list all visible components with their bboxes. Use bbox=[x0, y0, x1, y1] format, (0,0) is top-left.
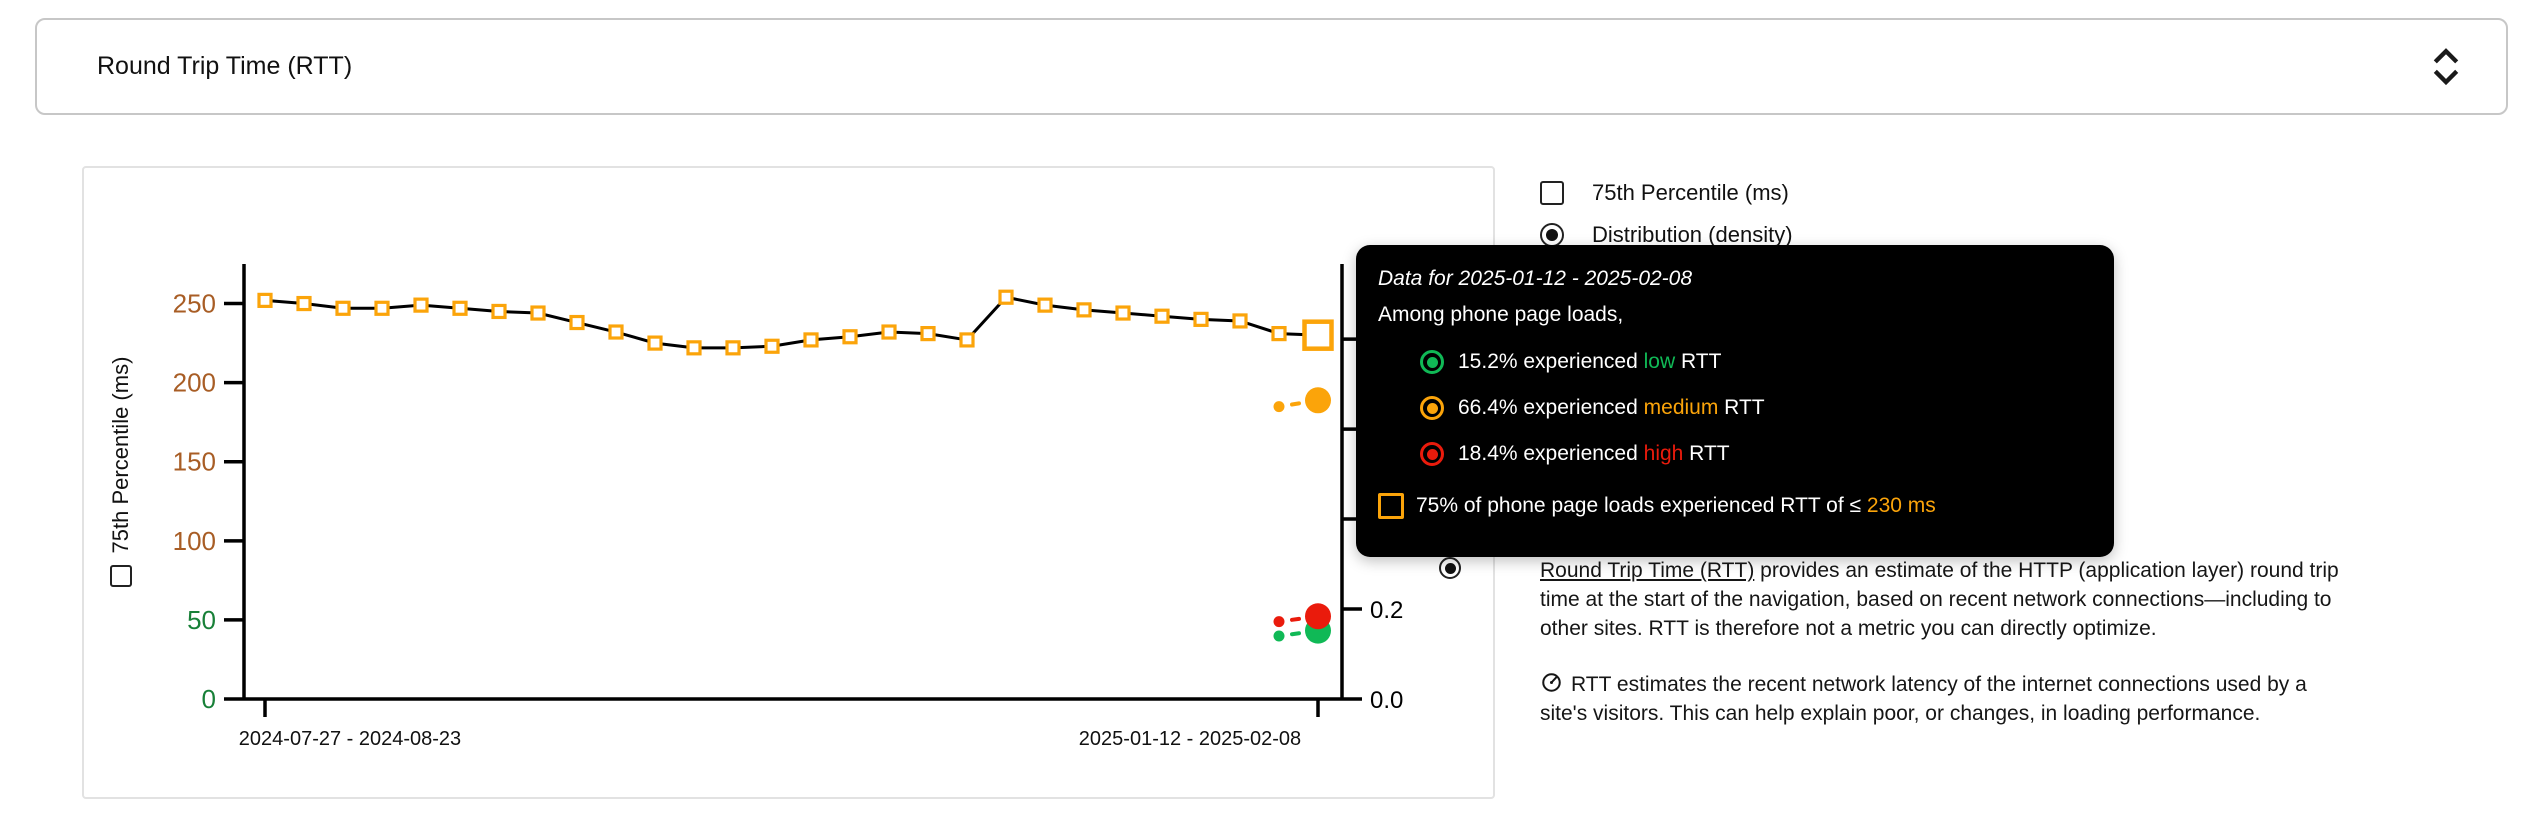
rtt-point-marker[interactable] bbox=[530, 305, 546, 321]
rtt-point-marker[interactable] bbox=[803, 332, 819, 348]
description-paragraph-1-text: provides an estimate of the HTTP (applic… bbox=[1540, 559, 2339, 640]
rtt-point-marker[interactable] bbox=[1154, 308, 1170, 324]
rtt-point-marker[interactable] bbox=[491, 303, 507, 320]
rtt-point-marker[interactable] bbox=[608, 324, 624, 340]
rtt-point-marker[interactable] bbox=[257, 292, 273, 308]
rtt-point-marker[interactable] bbox=[452, 300, 468, 316]
radio-icon[interactable] bbox=[1540, 223, 1564, 247]
legend-label: Distribution (density) bbox=[1592, 222, 1793, 247]
checkbox-icon bbox=[110, 565, 132, 588]
y-axis-left-tick-label: 0 bbox=[202, 684, 216, 714]
rtt-point-marker[interactable] bbox=[725, 340, 741, 356]
low-density-dot-icon bbox=[1420, 350, 1444, 374]
chart-card: 0501001502002500.00.20.40.60.82024-07-27… bbox=[82, 166, 1495, 799]
tooltip-title: Data for 2025-01-12 - 2025-02-08 bbox=[1378, 267, 1693, 290]
rtt-point-marker[interactable] bbox=[686, 340, 702, 356]
density-dot-medium-current[interactable] bbox=[1305, 387, 1331, 414]
rtt-point-marker[interactable] bbox=[296, 295, 312, 312]
tooltip-row-text: 18.4% experienced high RTT bbox=[1458, 442, 1730, 465]
gauge-icon bbox=[1542, 673, 1561, 692]
description-paragraph-2: RTT estimates the recent network latency… bbox=[1540, 670, 2355, 728]
rtt-point-marker[interactable] bbox=[374, 300, 390, 316]
legend: 75th Percentile (ms) Distribution (densi… bbox=[1540, 172, 1793, 256]
density-connector-high bbox=[1290, 616, 1301, 622]
radio-icon bbox=[1439, 557, 1461, 580]
y-axis-left-tick-label: 100 bbox=[173, 526, 216, 556]
rtt-point-marker[interactable] bbox=[998, 289, 1014, 305]
percentile-square-icon bbox=[1378, 493, 1404, 519]
rtt-point-marker[interactable] bbox=[647, 335, 663, 351]
checkbox-icon[interactable] bbox=[1540, 181, 1564, 205]
rtt-point-marker[interactable] bbox=[1037, 297, 1053, 313]
y-axis-title-left: 75th Percentile (ms) bbox=[100, 322, 142, 622]
unfold-more-icon bbox=[2433, 47, 2459, 85]
legend-label: 75th Percentile (ms) bbox=[1592, 180, 1789, 205]
y-axis-title-left-label: 75th Percentile (ms) bbox=[108, 356, 133, 554]
density-dot-low-previous[interactable] bbox=[1273, 630, 1285, 642]
metric-selector-value: Round Trip Time (RTT) bbox=[97, 52, 353, 80]
rtt-point-marker[interactable] bbox=[413, 297, 429, 313]
metric-selector[interactable]: Round Trip Time (RTT) bbox=[35, 18, 2508, 115]
rtt-point-marker[interactable] bbox=[959, 332, 975, 348]
rtt-chart[interactable]: 0501001502002500.00.20.40.60.82024-07-27… bbox=[84, 168, 1493, 797]
metric-description: Round Trip Time (RTT) provides an estima… bbox=[1540, 556, 2355, 728]
tooltip-row-high: 18.4% experienced high RTT bbox=[1420, 431, 2090, 477]
tooltip-rows: 15.2% experienced low RTT 66.4% experienc… bbox=[1378, 339, 2090, 477]
description-paragraph-2-text: RTT estimates the recent network latency… bbox=[1540, 673, 2307, 725]
rtt-point-marker[interactable] bbox=[1076, 302, 1092, 318]
y-axis-right-tick-label: 0.2 bbox=[1370, 597, 1403, 624]
tooltip-subtitle: Among phone page loads, bbox=[1378, 303, 1624, 326]
y-axis-left-tick-label: 50 bbox=[187, 605, 216, 635]
rtt-doc-link[interactable]: Round Trip Time (RTT) bbox=[1540, 559, 1755, 582]
rtt-point-marker[interactable] bbox=[1193, 311, 1209, 327]
medium-density-dot-icon bbox=[1420, 396, 1444, 420]
rtt-point-marker[interactable] bbox=[569, 314, 585, 331]
density-connector-medium bbox=[1290, 401, 1301, 407]
tooltip-footer-text: 75% of phone page loads experienced RTT … bbox=[1416, 494, 1936, 517]
y-axis-left-tick-label: 150 bbox=[173, 447, 216, 477]
rtt-point-marker[interactable] bbox=[1232, 313, 1248, 329]
y-axis-left-tick-label: 200 bbox=[173, 368, 216, 398]
tooltip-row-text: 66.4% experienced medium RTT bbox=[1458, 396, 1765, 419]
tooltip-footer-row: 75% of phone page loads experienced RTT … bbox=[1378, 481, 2090, 531]
legend-item-distribution[interactable]: Distribution (density) bbox=[1540, 214, 1793, 256]
tooltip-row-text: 15.2% experienced low RTT bbox=[1458, 350, 1722, 373]
rtt-point-marker[interactable] bbox=[764, 338, 780, 354]
rtt-point-marker[interactable] bbox=[842, 329, 858, 345]
rtt-point-marker[interactable] bbox=[881, 324, 897, 340]
rtt-point-marker-current[interactable] bbox=[1302, 319, 1334, 351]
density-dot-high-previous[interactable] bbox=[1273, 616, 1285, 628]
description-paragraph-1: Round Trip Time (RTT) provides an estima… bbox=[1540, 556, 2355, 643]
high-density-dot-icon bbox=[1420, 442, 1444, 466]
rtt-point-marker[interactable] bbox=[920, 326, 936, 342]
tooltip-row-low: 15.2% experienced low RTT bbox=[1420, 339, 2090, 385]
rtt-point-marker[interactable] bbox=[335, 300, 351, 316]
rtt-point-marker[interactable] bbox=[1115, 305, 1131, 321]
chart-tooltip: Data for 2025-01-12 - 2025-02-08 Among p… bbox=[1356, 245, 2114, 557]
density-connector-low bbox=[1290, 631, 1301, 637]
y-axis-left-tick-label: 250 bbox=[173, 289, 216, 319]
density-dot-medium-previous[interactable] bbox=[1273, 401, 1285, 413]
rtt-point-marker[interactable] bbox=[1271, 326, 1287, 342]
rtt-75th-percentile-line bbox=[264, 295, 1319, 350]
x-axis-tick-label: 2024-07-27 - 2024-08-23 bbox=[239, 728, 461, 750]
legend-item-75th-percentile[interactable]: 75th Percentile (ms) bbox=[1540, 172, 1793, 214]
density-dot-high-current[interactable] bbox=[1305, 603, 1331, 630]
tooltip-row-medium: 66.4% experienced medium RTT bbox=[1420, 385, 2090, 431]
x-axis-tick-label: 2025-01-12 - 2025-02-08 bbox=[1079, 728, 1301, 750]
y-axis-right-tick-label: 0.0 bbox=[1370, 687, 1403, 714]
